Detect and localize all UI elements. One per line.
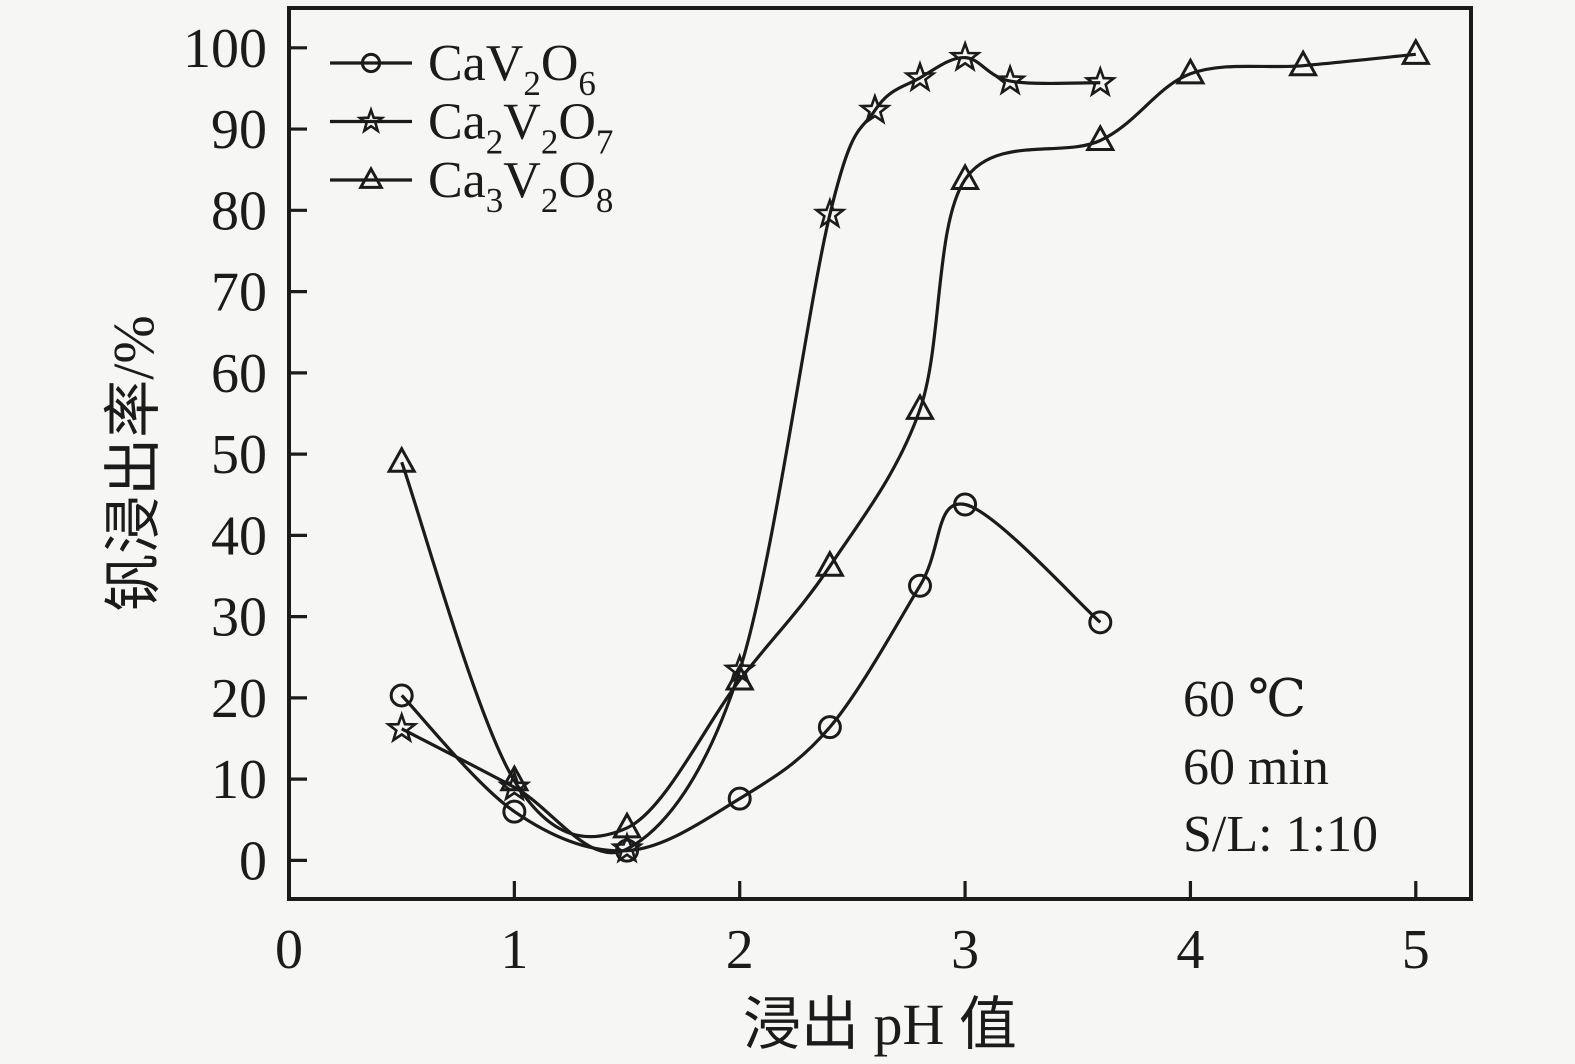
marker-CaV2O6 [817,715,842,740]
series-line-Ca3V2O8 [400,52,1416,839]
y-tick-label: 10 [211,749,267,811]
marker-CaV2O6 [389,683,414,708]
y-tick-label: 90 [211,99,267,161]
marker-CaV2O6 [615,838,640,863]
y-tick-label: 40 [211,505,267,567]
x-tick-label: 3 [951,919,979,981]
marker-Ca2V2O7 [1083,64,1118,98]
y-tick-label: 30 [211,587,267,649]
y-tick-label: 0 [239,830,267,892]
annotation-line-2: 60 min [1183,739,1329,796]
legend-label-Ca2V2O7: Ca2V2O7 [428,94,613,162]
x-tick-label: 4 [1176,919,1204,981]
y-tick-label: 60 [211,343,267,405]
marker-Ca3V2O8 [814,549,845,577]
legend-item-Ca2V2O7: Ca2V2O7 [330,94,613,162]
marker-Ca2V2O7 [902,60,938,93]
marker-CaV2O6 [908,573,933,598]
legend-item-CaV2O6: CaV2O6 [330,35,596,103]
marker-Ca3V2O8 [1085,123,1116,151]
series-markers-CaV2O6 [389,492,1113,863]
marker-Ca3V2O8 [724,663,755,691]
marker-CaV2O6 [1088,610,1113,635]
series-markers-Ca3V2O8 [386,37,1431,839]
legend-marker-Ca3V2O8 [358,165,384,189]
x-axis: 0 1 2 3 4 5 [275,881,1430,981]
legend-label-Ca3V2O8: Ca3V2O8 [428,152,613,220]
legend-marker-Ca2V2O7 [356,106,386,134]
marker-Ca2V2O7 [993,63,1028,96]
annotation-line-3: S/L: 1:10 [1183,806,1378,863]
series-line-Ca2V2O7 [400,55,1101,855]
annotation-line-1: 60 ℃ [1183,671,1306,728]
legend-label-CaV2O6: CaV2O6 [428,35,596,103]
x-tick-label: 2 [726,919,754,981]
marker-Ca3V2O8 [499,764,530,792]
marker-Ca2V2O7 [857,92,892,125]
marker-CaV2O6 [502,799,527,824]
x-tick-label: 5 [1402,919,1430,981]
marker-Ca3V2O8 [1400,37,1431,65]
marker-CaV2O6 [953,492,978,517]
marker-Ca3V2O8 [904,392,936,420]
y-tick-label: 100 [183,18,267,80]
marker-Ca3V2O8 [386,445,417,473]
y-axis-title: 钒浸出率/% [101,315,166,611]
conditions-annotation: 60 ℃ 60 min S/L: 1:10 [1183,671,1378,863]
legend-marker-CaV2O6 [360,52,382,74]
marker-Ca2V2O7 [812,196,847,229]
marker-Ca2V2O7 [384,710,419,744]
y-tick-label: 70 [211,262,267,324]
marker-Ca2V2O7 [610,831,645,864]
marker-Ca2V2O7 [948,39,983,73]
y-axis: 0 10 20 30 40 50 60 70 80 90 100 [183,18,307,892]
x-axis-title: 浸出 pH 值 [743,992,1017,1057]
marker-Ca3V2O8 [611,811,643,839]
marker-Ca3V2O8 [1288,49,1319,77]
marker-Ca3V2O8 [1175,57,1206,85]
y-tick-label: 80 [211,180,267,242]
y-tick-label: 50 [211,424,267,486]
y-tick-label: 20 [211,668,267,730]
x-tick-label: 0 [275,919,303,981]
marker-CaV2O6 [727,786,752,811]
x-tick-label: 1 [500,919,528,981]
legend-item-Ca3V2O8: Ca3V2O8 [330,152,613,220]
marker-Ca3V2O8 [950,162,981,190]
